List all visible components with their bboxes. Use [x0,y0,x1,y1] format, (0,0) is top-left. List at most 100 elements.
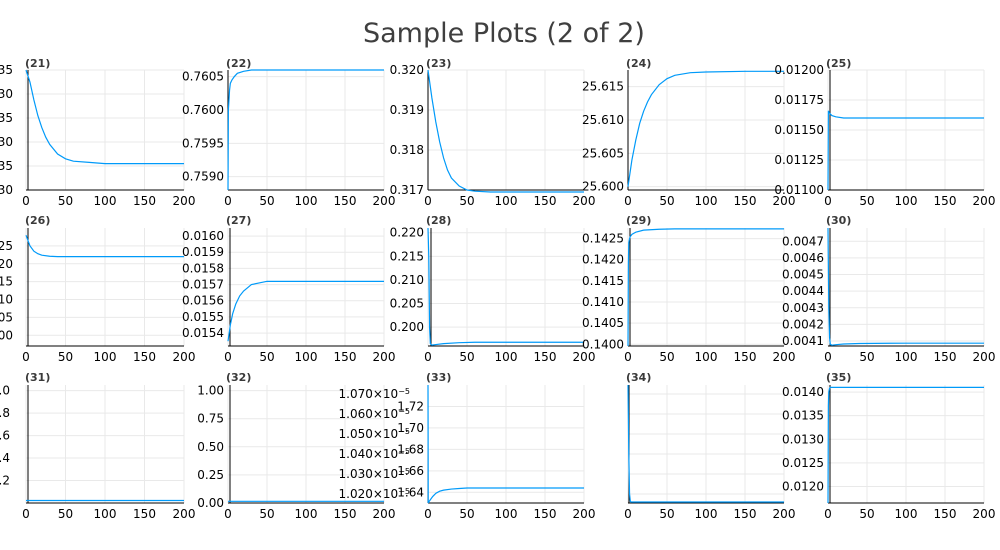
x-tick-label: 0 [624,507,632,521]
y-tick-label: 0.0135 [782,409,824,423]
y-tick-label: 0.1425 [582,232,624,246]
x-tick-label: 200 [373,350,396,364]
x-tick-label: 100 [495,507,518,521]
series-line [827,386,984,504]
x-tick-label: 50 [459,507,474,521]
series-line [827,227,984,346]
x-tick-label: 150 [334,507,357,521]
x-tick-label: 50 [859,194,874,208]
y-tick-label: 30 [0,183,13,197]
x-tick-label: 100 [695,194,718,208]
y-tick-label: 0.0046 [782,251,824,265]
x-tick-label: 150 [934,350,957,364]
x-tick-label: 150 [534,507,557,521]
y-tick-label: 0.0158 [182,261,224,275]
series-line [627,70,784,187]
y-tick-label: 0.319 [390,103,424,117]
y-tick-label: 0.0140 [782,385,824,399]
x-tick-label: 100 [895,507,918,521]
subplot-title: (25) [826,57,851,70]
subplot-title: (34) [626,371,651,384]
y-tick-label: 35 [0,63,13,77]
subplot-title: (32) [226,371,251,384]
y-tick-label: 0.0041 [782,334,824,348]
x-tick-label: 100 [495,350,518,364]
y-tick-exponent: −5 [398,407,410,416]
x-tick-label: 0 [424,350,432,364]
x-tick-label: 200 [973,194,996,208]
y-tick-label: 0.0047 [782,234,824,248]
y-tick-label: 25.610 [582,113,624,127]
x-tick-label: 50 [58,507,73,521]
subplot-26: 0 50 100 150 200 00 05 10 15 20 25 (26) [0,214,195,364]
y-tick-label: 15 [0,275,13,289]
y-tick-label: 0.7590 [182,170,224,184]
y-tick-label: 1.64 [397,485,424,499]
figure-title: Sample Plots (2 of 2) [363,18,645,49]
x-tick-label: 150 [534,350,557,364]
subplot-29: 0 50 100 150 200 0.1400 0.1405 0.1410 0.1415 0.14… [582,214,795,364]
x-tick-label: 50 [259,350,274,364]
subplot-30: 0 50 100 150 200 0.0041 0.0042 0.0043 0.0044 0.00… [782,214,995,364]
subplot-title: (21) [25,57,50,70]
x-tick-label: 200 [573,350,596,364]
x-tick-label: 0 [224,507,232,521]
y-tick-label: 1.070×10−5 [339,387,410,402]
y-tick-label: 0.0120 [782,479,824,493]
x-tick-label: 200 [973,350,996,364]
y-tick-label: 1.040×10−5 [339,447,410,462]
subplot-title: (29) [626,214,651,227]
x-tick-label: 150 [334,350,357,364]
x-tick-label: 150 [133,194,156,208]
y-tick-label: 1.030×10−5 [339,467,410,482]
y-tick-label: 0.7595 [182,136,224,150]
subplot-title: (22) [226,57,251,70]
x-tick-label: 200 [773,507,796,521]
y-tick-label: 0.25 [197,468,224,482]
y-tick-label: 0.01150 [774,123,824,137]
x-tick-label: 50 [58,350,73,364]
subplot-31: 0 50 100 150 200 .2 .4 .6 .8 .0 (31) [0,371,195,521]
y-tick-label: 20 [0,257,13,271]
subplot-28: 0 50 100 150 200 0.200 0.205 0.210 0.215 0.220(28… [390,214,596,364]
series-line [827,110,984,191]
x-tick-label: 200 [573,507,596,521]
x-tick-label: 50 [58,194,73,208]
x-tick-label: 200 [173,194,196,208]
y-tick-label: 0.7600 [182,103,224,117]
y-tick-label: 0.1405 [582,316,624,330]
x-tick-label: 200 [573,194,596,208]
y-tick-label: 0.01175 [774,93,824,107]
x-tick-label: 150 [334,194,357,208]
y-tick-label: 1.060×10−5 [339,407,410,422]
y-tick-label: 1.72 [397,399,424,413]
y-tick-label: 00 [0,328,13,342]
y-tick-label: 0.0043 [782,301,824,315]
y-tick-label: 1.00 [197,384,224,398]
y-tick-label: 25.615 [582,80,624,94]
x-tick-label: 50 [459,194,474,208]
y-tick-label: .0 [0,384,10,398]
subplot-32: 0 50 100 150 200 0.00 0.25 0.50 0.75 1.00(32) [197,371,395,521]
x-tick-label: 50 [859,507,874,521]
y-tick-label: 1.66 [397,464,424,478]
subplot-25: 0 50 100 150 2000.011000.011250.011500.01175… [774,57,995,208]
y-tick-label: 05 [0,310,13,324]
x-tick-label: 50 [459,350,474,364]
x-tick-label: 100 [94,350,117,364]
subplot-35: 0 50 100 150 200 0.0120 0.0125 0.0130 0.0135 0.01… [782,371,995,521]
subplot-title: (31) [25,371,50,384]
y-tick-label: 0.320 [390,63,424,77]
y-tick-label: 0.318 [390,143,424,157]
subplot-34: 0 50 100 150 200 1.020×10−5 1.030×10−5 1.040×10… [339,371,796,521]
subplot-title: (24) [626,57,651,70]
x-tick-label: 50 [859,350,874,364]
y-tick-label: 10 [0,293,13,307]
x-tick-label: 0 [824,507,832,521]
x-tick-label: 100 [695,350,718,364]
x-tick-label: 150 [734,350,757,364]
y-tick-label: 30 [0,135,13,149]
subplot-24: 0 50 100 150 200 25.600 25.605 25.610 25.615(24) [582,57,795,208]
y-tick-label: .8 [0,406,10,420]
